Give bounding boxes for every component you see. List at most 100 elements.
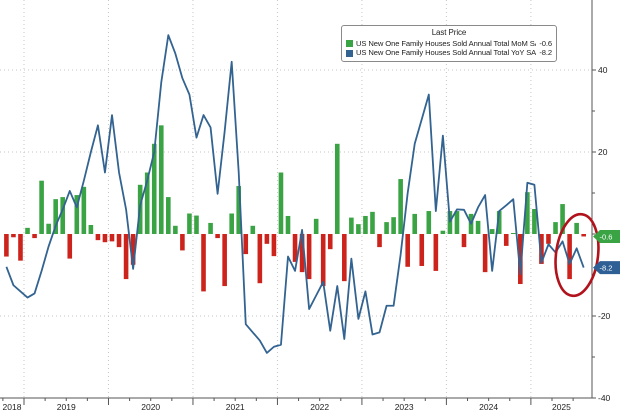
- x-axis-year-label: 2020: [141, 402, 160, 412]
- yoy-series-last-value: -8.2: [539, 48, 552, 58]
- mom-bar: [243, 234, 249, 255]
- mom-bar: [151, 143, 157, 234]
- mom-bar: [208, 222, 213, 234]
- mom-bar: [166, 197, 171, 234]
- x-axis-year-label: 2022: [310, 402, 329, 412]
- last-price-tag: [593, 229, 620, 243]
- mom-bar: [574, 222, 579, 234]
- mom-bar: [461, 234, 467, 248]
- mom-bar: [67, 234, 73, 259]
- mom-bar: [384, 222, 389, 234]
- mom-bar: [194, 215, 199, 234]
- mom-bar: [320, 234, 326, 287]
- mom-bar: [222, 234, 227, 287]
- mom-bar: [363, 215, 368, 234]
- mom-bar: [46, 223, 51, 234]
- mom-series-swatch-icon: [346, 40, 353, 48]
- mom-bar: [356, 224, 361, 234]
- mom-bar: [285, 215, 291, 234]
- y-axis-tick-label: -40: [598, 393, 611, 403]
- mom-bar: [88, 224, 94, 234]
- mom-bar: [405, 234, 410, 267]
- mom-bar: [546, 234, 551, 244]
- mom-bar: [116, 234, 122, 248]
- last-price-tag: [593, 261, 620, 275]
- last-price-tag-label: -0.6: [600, 232, 613, 241]
- mom-bar: [454, 211, 460, 234]
- mom-bar: [377, 234, 382, 248]
- mom-bar: [53, 199, 58, 234]
- x-axis-year-label: 2019: [57, 402, 76, 412]
- mom-bar: [510, 233, 516, 234]
- mom-bar: [306, 234, 312, 280]
- mom-bar: [60, 197, 66, 234]
- mom-bar: [264, 234, 270, 244]
- mom-bar: [278, 172, 284, 234]
- mom-bar: [313, 218, 319, 234]
- mom-bar: [11, 234, 16, 238]
- yoy-line-series: [5, 34, 585, 354]
- y-axis-tick-label: 20: [598, 147, 608, 157]
- mom-bar: [342, 234, 347, 282]
- mom-bar: [102, 234, 108, 243]
- mom-bar: [419, 234, 425, 266]
- mom-bar: [532, 208, 537, 234]
- annotations: [554, 212, 600, 298]
- highlight-ellipse-annotation: [554, 212, 600, 298]
- x-axis-year-label: 2021: [226, 402, 245, 412]
- mom-bar: [257, 234, 263, 284]
- mom-bar: [496, 211, 502, 234]
- mom-bar: [398, 179, 403, 234]
- mom-bar: [271, 234, 277, 257]
- mom-bar: [39, 180, 44, 234]
- y-axis-tick-label: -20: [598, 311, 611, 321]
- mom-bar: [173, 225, 178, 234]
- mom-bar: [391, 217, 396, 234]
- mom-bar: [567, 234, 572, 280]
- mom-bar: [482, 234, 488, 273]
- y-axis-tick-label: 40: [598, 65, 608, 75]
- mom-bar: [81, 186, 87, 234]
- mom-bar: [334, 143, 340, 234]
- mom-bar: [180, 234, 185, 251]
- mom-bar: [236, 186, 242, 234]
- mom-bar: [229, 213, 234, 234]
- mom-bar: [489, 229, 495, 234]
- yoy-series-label: US New One Family Houses Sold Annual Tot…: [356, 48, 537, 58]
- mom-series-label: US New One Family Houses Sold Annual Tot…: [356, 39, 537, 48]
- mom-bar: [130, 234, 136, 265]
- mom-series-last-value: -0.6: [539, 39, 552, 48]
- mom-bar: [4, 234, 9, 257]
- x-axis-year-label: 2025: [552, 402, 571, 412]
- x-axis-year-label: 2023: [395, 402, 414, 412]
- legend-row-mom[interactable]: US New One Family Houses Sold Annual Tot…: [346, 39, 552, 48]
- axes: 40 20 -20 -40 2018 2019 2020 2021 2022 2023 2024 20…: [0, 0, 611, 412]
- mom-bar: [299, 234, 305, 273]
- mom-bar: [74, 195, 80, 234]
- mom-bar: [250, 225, 256, 234]
- mom-bar: [426, 211, 432, 234]
- mom-bar: [440, 230, 446, 234]
- mom-bar: [503, 234, 509, 246]
- mom-bar: [123, 234, 129, 280]
- mom-bar: [158, 125, 164, 234]
- mom-bar: [201, 234, 206, 292]
- last-price-tags: -0.6 -8.2: [593, 229, 620, 275]
- mom-bar: [215, 234, 220, 239]
- mom-bar: [370, 211, 375, 234]
- legend-row-yoy[interactable]: US New One Family Houses Sold Annual Tot…: [346, 48, 552, 57]
- mom-bar: [475, 220, 481, 234]
- mom-bar: [412, 213, 418, 234]
- x-axis-year-label: 2018: [3, 402, 22, 412]
- yoy-series-swatch-icon: [346, 49, 353, 57]
- mom-bar: [144, 172, 150, 234]
- mom-bar: [518, 234, 523, 285]
- mom-bar: [95, 234, 101, 241]
- mom-bar: [560, 204, 565, 234]
- x-axis-year-label: 2024: [479, 402, 498, 412]
- mom-bar: [553, 222, 558, 234]
- mom-bar: [32, 234, 37, 239]
- mom-bar: [18, 234, 23, 261]
